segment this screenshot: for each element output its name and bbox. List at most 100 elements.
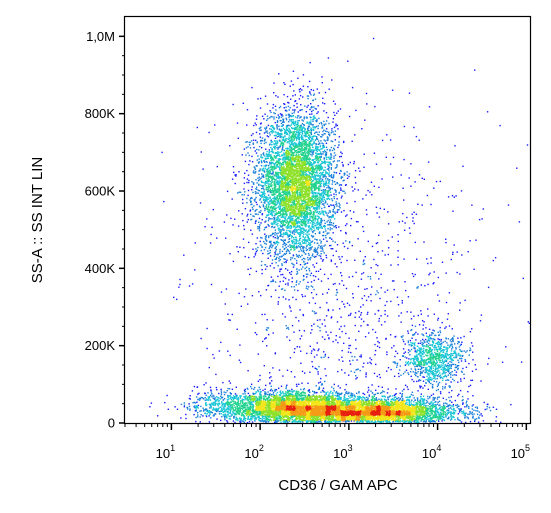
data-point	[251, 197, 253, 200]
data-point	[300, 216, 303, 218]
data-point	[299, 188, 302, 190]
data-point	[311, 149, 314, 151]
data-point	[305, 146, 308, 149]
data-point	[320, 217, 322, 220]
data-point	[257, 226, 259, 228]
data-point	[289, 212, 291, 214]
data-point	[307, 222, 309, 224]
data-point	[315, 186, 317, 188]
data-point	[243, 194, 245, 196]
data-point	[266, 161, 268, 163]
data-point	[280, 188, 282, 190]
data-point	[251, 206, 254, 209]
data-point	[258, 226, 261, 229]
data-point	[300, 223, 302, 226]
data-point	[271, 179, 273, 181]
data-point	[307, 95, 310, 97]
data-point	[255, 243, 257, 245]
data-point	[285, 210, 287, 212]
data-point	[290, 114, 292, 117]
data-point	[345, 232, 347, 235]
data-point	[286, 128, 288, 130]
data-point	[328, 182, 330, 184]
data-point	[293, 178, 295, 181]
data-point	[312, 151, 314, 154]
data-point	[291, 153, 293, 155]
data-point	[271, 202, 273, 205]
data-point	[285, 197, 287, 199]
data-point	[302, 178, 304, 180]
data-point	[301, 212, 303, 214]
data-point	[300, 199, 302, 202]
data-point	[276, 172, 278, 175]
data-point	[264, 235, 267, 238]
data-point	[316, 172, 318, 174]
data-point	[289, 173, 291, 175]
data-point	[311, 228, 313, 230]
data-point	[283, 160, 285, 163]
data-point	[284, 131, 286, 133]
data-point	[271, 151, 273, 153]
data-point	[305, 158, 307, 160]
data-point	[330, 154, 333, 156]
data-point	[310, 176, 312, 178]
data-point	[303, 219, 305, 221]
data-point	[274, 188, 276, 190]
data-point	[273, 267, 275, 269]
data-point	[307, 243, 310, 246]
data-point	[289, 133, 291, 135]
data-point	[278, 180, 281, 182]
data-point	[272, 181, 274, 183]
data-point	[310, 106, 312, 109]
data-point	[275, 233, 278, 235]
data-point	[295, 158, 297, 160]
data-point	[328, 180, 330, 183]
data-point	[282, 214, 284, 217]
data-point	[287, 175, 289, 177]
data-point	[293, 210, 295, 212]
data-point	[316, 208, 318, 211]
data-point	[317, 202, 319, 204]
data-point	[273, 156, 276, 158]
data-point	[297, 289, 299, 292]
data-point	[288, 135, 290, 137]
data-point	[267, 157, 269, 160]
data-point	[265, 206, 267, 208]
data-point	[330, 156, 333, 158]
data-point	[306, 175, 308, 177]
data-point	[306, 182, 308, 185]
data-point	[279, 205, 282, 207]
data-point	[256, 208, 258, 211]
data-point	[353, 162, 355, 165]
data-point	[288, 127, 290, 130]
data-point	[261, 147, 263, 149]
data-point	[275, 185, 277, 188]
data-point	[306, 95, 309, 97]
data-point	[295, 172, 297, 175]
data-point	[284, 243, 286, 245]
data-point	[278, 116, 280, 118]
data-point	[266, 135, 268, 137]
data-point	[332, 224, 334, 226]
data-point	[281, 180, 284, 182]
data-point	[292, 154, 294, 156]
data-point	[263, 154, 265, 156]
data-point	[270, 156, 272, 158]
data-point	[301, 138, 304, 141]
data-point	[282, 171, 285, 174]
data-point	[283, 156, 286, 159]
data-point	[290, 150, 293, 153]
data-point	[340, 170, 342, 172]
data-point	[267, 185, 270, 187]
data-point	[319, 231, 321, 233]
data-point	[274, 164, 276, 166]
data-point	[260, 129, 262, 131]
data-point	[328, 133, 330, 135]
data-point	[322, 146, 324, 148]
data-point	[298, 141, 300, 143]
data-point	[318, 134, 320, 136]
data-point	[267, 202, 270, 205]
data-point	[304, 133, 307, 135]
data-point	[306, 215, 308, 217]
data-point	[325, 180, 327, 182]
